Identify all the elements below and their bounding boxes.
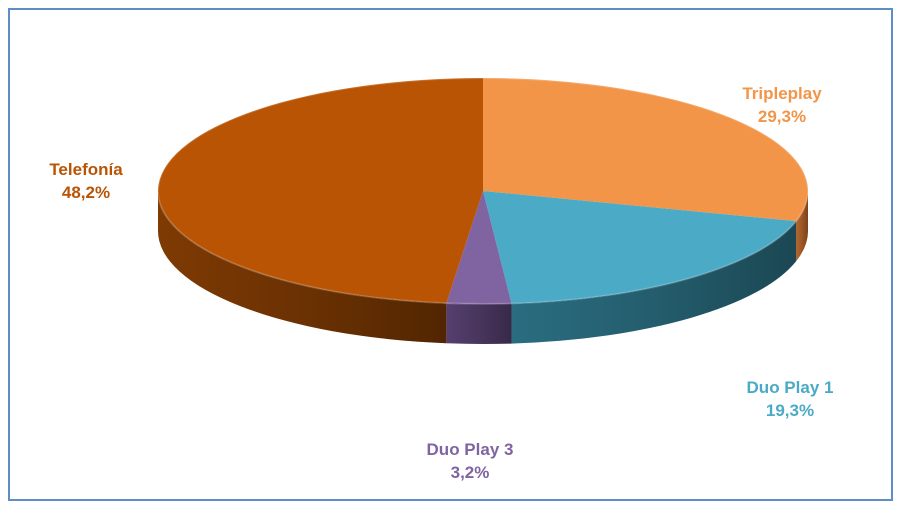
pie-slice-duo-play-3: [446, 191, 512, 304]
value-telefonia: 48,2%: [62, 183, 110, 202]
value-tripleplay: 29,3%: [758, 107, 806, 126]
pie-side-shade-tripleplay: [796, 191, 808, 262]
pie-slice-duo-play-1: [483, 191, 797, 304]
pie-side-shade-telefonia: [158, 191, 447, 344]
pie-rim: [157, 77, 809, 305]
pie-labels: Tripleplay 29,3% Duo Play 1 19,3% Duo Play 3…: [49, 84, 833, 482]
label-telefonia: Telefonía: [49, 160, 123, 179]
pie-side-shade-duo-play-3: [446, 303, 512, 344]
pie-side-shade-duo-play-1: [511, 221, 797, 344]
pie-tops: [157, 77, 809, 305]
pie-slice-telefonia: [158, 78, 483, 304]
label-duo-play-3: Duo Play 3: [427, 440, 514, 459]
label-tripleplay: Tripleplay: [742, 84, 822, 103]
pie-slice-tripleplay: [483, 78, 809, 222]
value-duo-play-1: 19,3%: [766, 401, 814, 420]
pie-sides: [158, 191, 808, 344]
label-duo-play-1: Duo Play 1: [747, 378, 834, 397]
value-duo-play-3: 3,2%: [451, 463, 490, 482]
